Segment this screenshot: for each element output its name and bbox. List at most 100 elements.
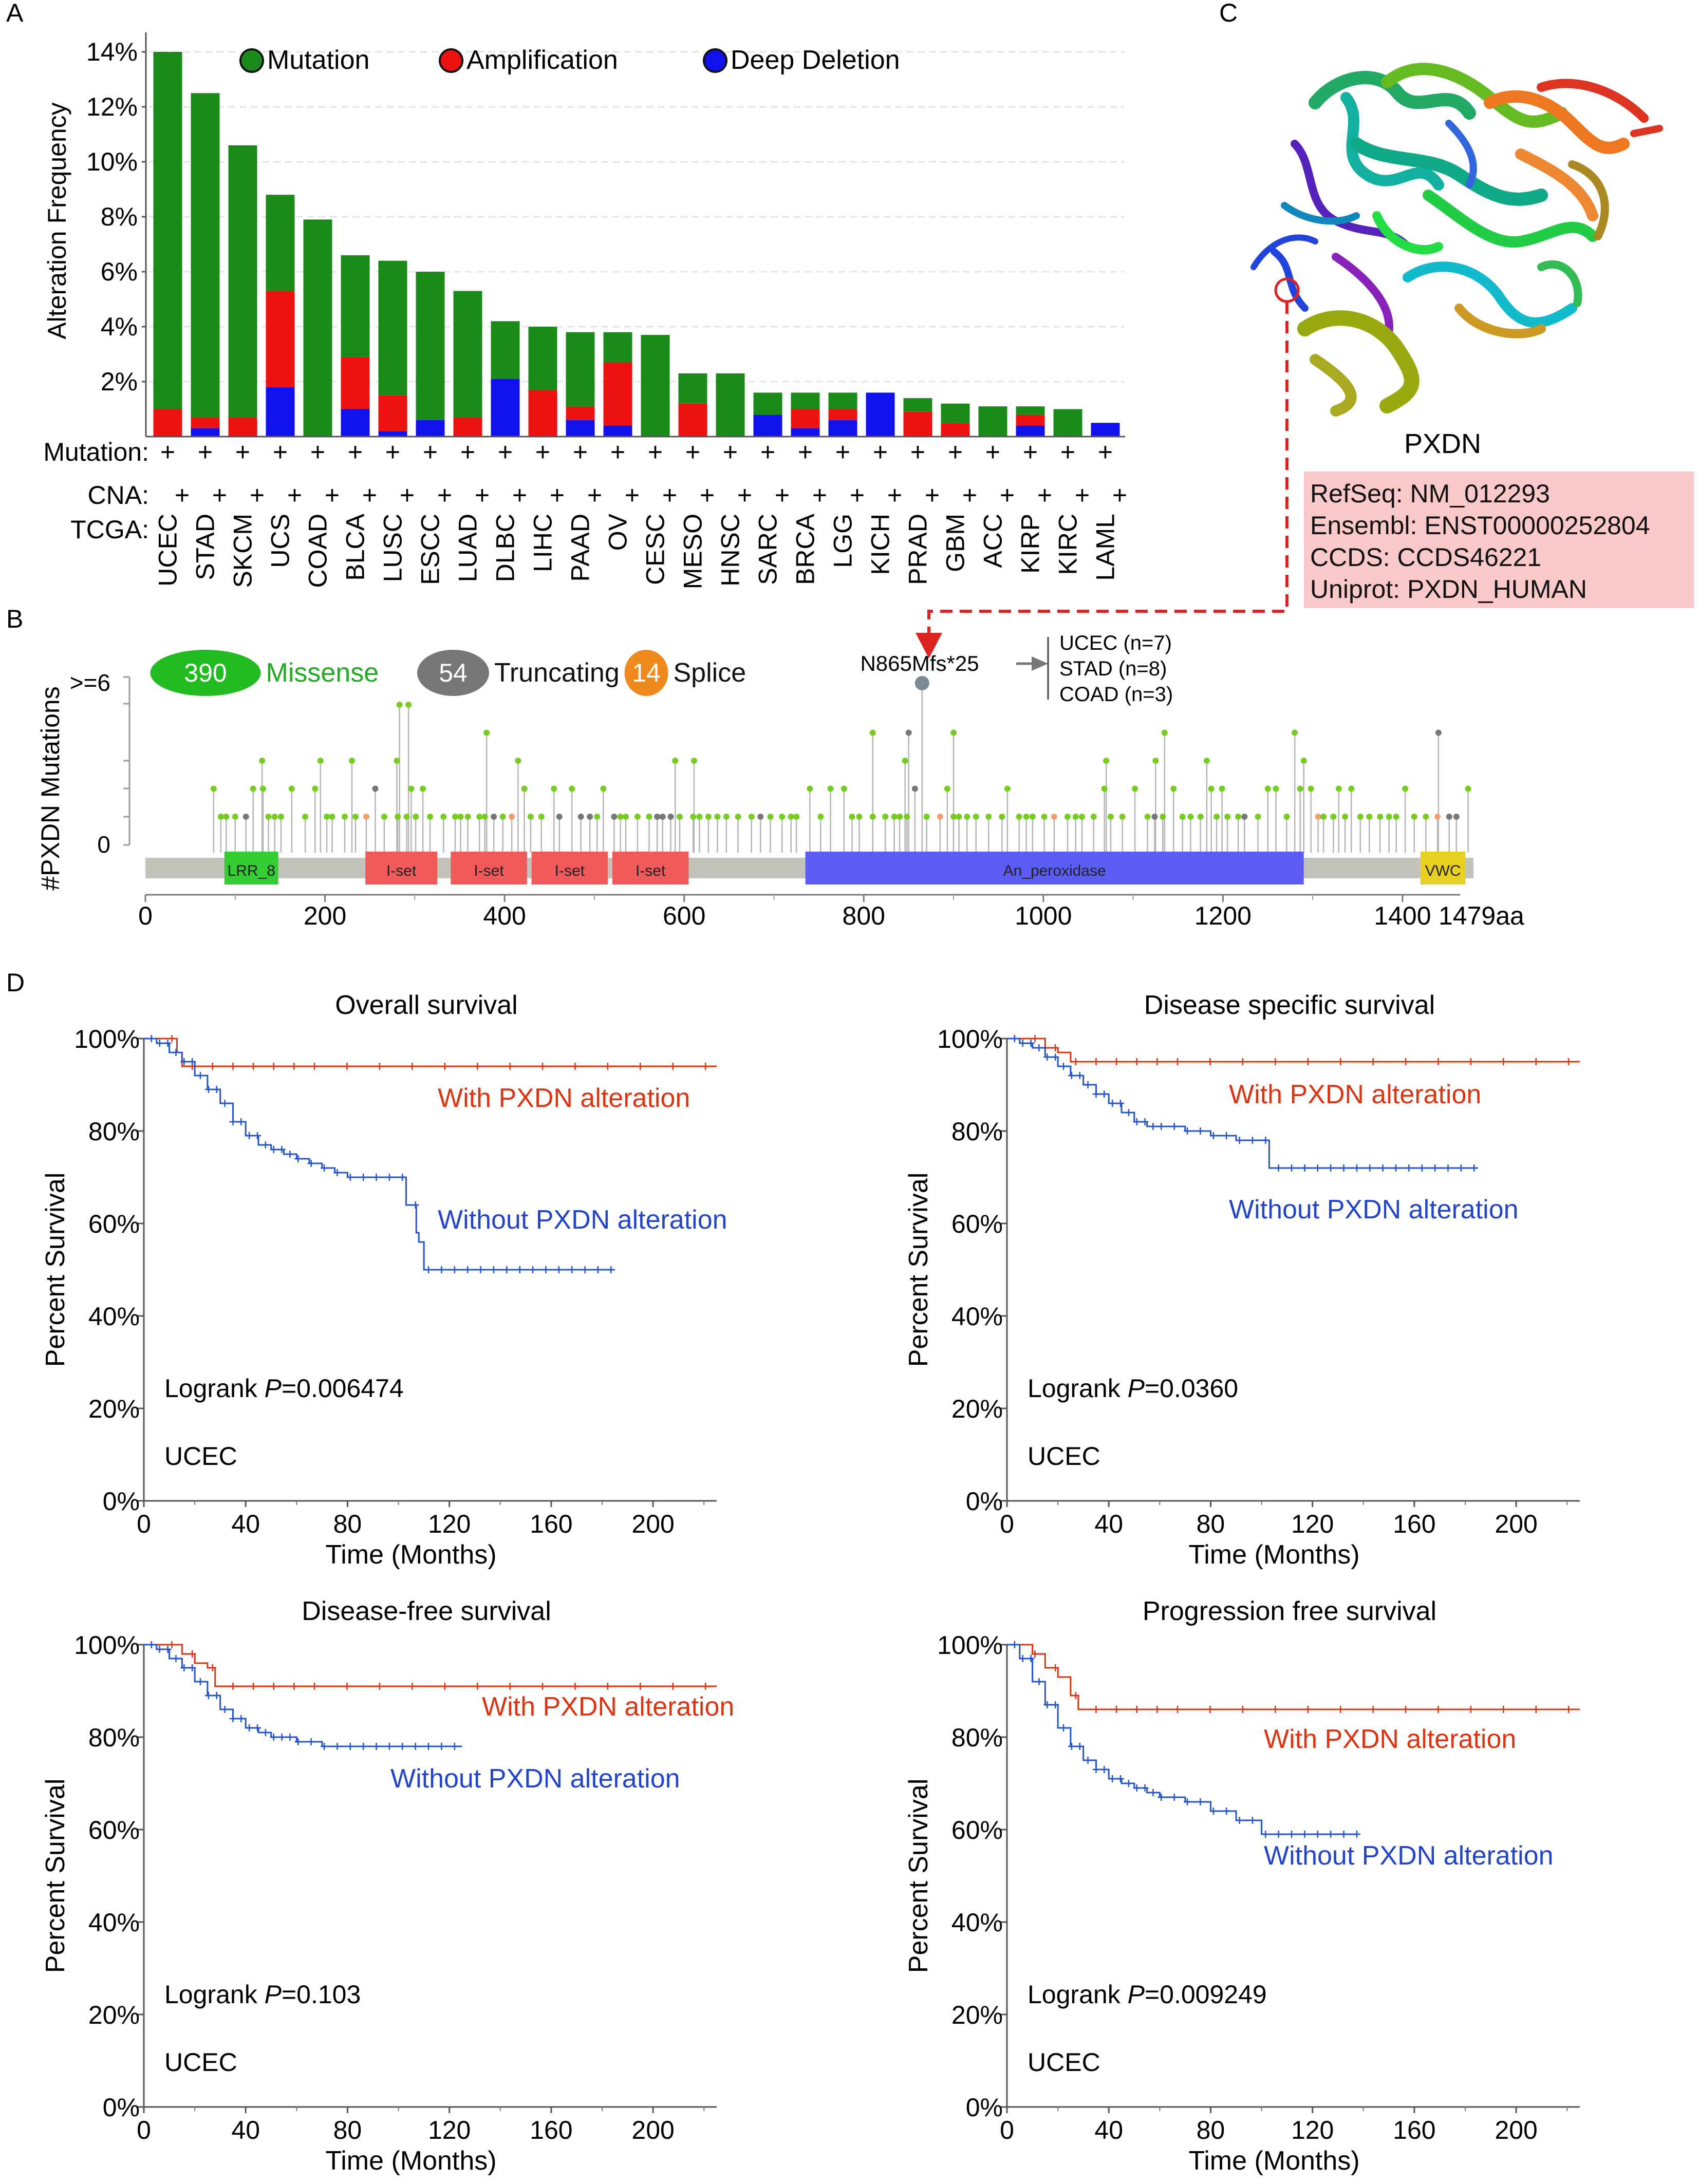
plus-mutation: + — [723, 438, 738, 466]
plus-cna: + — [925, 481, 940, 510]
lollipop-head — [452, 814, 458, 820]
censor-mark — [425, 1743, 433, 1750]
cancer-type-label: BRCA — [791, 513, 820, 585]
lollipop-head — [1051, 814, 1057, 820]
censor-mark — [246, 1132, 253, 1139]
censor-mark — [669, 1063, 677, 1070]
censor-mark — [333, 1169, 341, 1176]
cancer-type-label: BLCA — [341, 513, 370, 580]
plus-cna: + — [475, 481, 490, 510]
bar-sarc-mutation — [753, 392, 782, 415]
overall-survival-plot: 0% 20% 40% 60% 80% 100% 0 40 80 120 160 200 Time (Mo… — [41, 990, 727, 1570]
bar-stad-amplification — [191, 417, 220, 428]
lollipop-head — [1208, 785, 1215, 792]
x-tick-label: 0 — [138, 901, 153, 930]
lollipop-head — [1004, 785, 1011, 792]
hotspot-cancer-stad: STAD (n=8) — [1059, 657, 1167, 680]
lollipop-head — [667, 814, 674, 820]
lollipop-head — [1320, 814, 1327, 820]
lollipop-head — [1465, 785, 1471, 792]
censor-mark — [189, 1650, 196, 1658]
censor-mark — [372, 1174, 380, 1181]
censor-mark — [542, 1266, 550, 1273]
lollipop-head — [223, 814, 230, 820]
lollipop-head — [735, 814, 741, 820]
plus-cna: + — [512, 481, 527, 510]
censor-mark — [399, 1743, 406, 1750]
censor-mark — [1141, 1118, 1149, 1125]
lollipop-head — [250, 785, 256, 792]
y-axis-title: Percent Survival — [904, 1779, 933, 1973]
lollipop-head — [911, 785, 918, 792]
censor-mark — [464, 1266, 472, 1273]
row-label-cna: CNA: — [88, 481, 149, 510]
lollipop-head — [1213, 814, 1220, 820]
censor-mark — [571, 1683, 579, 1690]
censor-mark — [1133, 1058, 1141, 1065]
domain-box — [451, 852, 527, 884]
censor-mark — [1072, 1692, 1079, 1699]
x-tick-label: 800 — [843, 901, 885, 930]
censor-mark — [270, 1146, 277, 1153]
bar-lgg-deep-deletion — [828, 420, 857, 437]
censor-mark — [1027, 1655, 1035, 1662]
lollipop-head — [324, 814, 330, 820]
lollipop-head — [1411, 814, 1417, 820]
lollipop-head — [793, 814, 800, 820]
censor-mark — [1500, 1058, 1507, 1065]
plus-cna: + — [362, 481, 377, 510]
gridlines — [149, 51, 1124, 383]
p-symbol: P — [265, 1374, 282, 1403]
cohort-label: UCEC — [164, 2048, 237, 2077]
plot-title: Progression free survival — [1143, 1596, 1436, 1626]
hotspot-cancer-ucec: UCEC (n=7) — [1059, 632, 1172, 654]
censor-mark — [1019, 1040, 1026, 1047]
lollipop-head — [1315, 814, 1321, 820]
censor-mark — [1109, 1100, 1116, 1107]
censor-mark — [346, 1743, 354, 1750]
censor-mark — [637, 1683, 644, 1690]
censor-mark — [286, 1151, 294, 1158]
cancer-type-label: LAML — [1091, 514, 1120, 581]
x-axis-title: Time (Months) — [1188, 1540, 1359, 1570]
legend-label: Deep Deletion — [731, 45, 900, 75]
censor-mark — [286, 1734, 294, 1741]
bar-meso-mutation — [678, 373, 707, 404]
censor-mark — [385, 1743, 393, 1750]
p-value: =0.009249 — [1145, 1980, 1267, 2009]
censor-mark — [1353, 1164, 1360, 1172]
censor-mark — [474, 1683, 481, 1690]
progression-free-survival-plot: 0% 20% 40% 60% 80% 100% 0 40 80 120 160 200 Time (Mo… — [904, 1596, 1580, 2176]
x-tick-label: 200 — [631, 2116, 674, 2144]
bar-coad-mutation — [303, 219, 332, 437]
lollipop-head — [1203, 758, 1210, 764]
censor-mark — [311, 1683, 319, 1690]
lollipop-head — [288, 785, 295, 792]
lollipop-head — [937, 814, 943, 820]
censor-mark — [1052, 1664, 1059, 1671]
y-tick-label: 2% — [101, 367, 138, 396]
censor-mark — [1197, 1798, 1204, 1805]
lollipop-head — [1292, 729, 1298, 736]
bar-gbm-mutation — [941, 403, 970, 423]
cancer-type-labels: UCEC STAD SKCM UCS COAD BLCA LUSC ESCC LUAD DLBC L… — [154, 513, 1120, 589]
censor-mark — [307, 1160, 315, 1167]
censor-mark — [246, 1724, 253, 1731]
x-tick-label: 40 — [231, 2116, 260, 2144]
x-tick-label: 200 — [631, 1510, 674, 1538]
mutation-type-badges: 390 Missense 54 Truncating 14 Splice — [150, 650, 746, 696]
cancer-type-label: LGG — [829, 514, 857, 568]
bar-acc-mutation — [978, 406, 1007, 437]
lollipop-head — [611, 814, 618, 820]
censor-mark — [343, 1063, 351, 1070]
lollipop-head — [999, 814, 1005, 820]
lollipop-head — [714, 814, 721, 820]
p-value: =0.006474 — [282, 1374, 404, 1403]
y-tick-label: 12% — [86, 92, 138, 121]
lollipop-head — [457, 814, 464, 820]
protein-structure-panel: PXDN — [916, 63, 1663, 658]
lollipop-head — [1264, 785, 1271, 792]
censor-mark — [506, 1683, 514, 1690]
lollipop-head — [396, 702, 403, 708]
censor-mark — [180, 1664, 188, 1671]
